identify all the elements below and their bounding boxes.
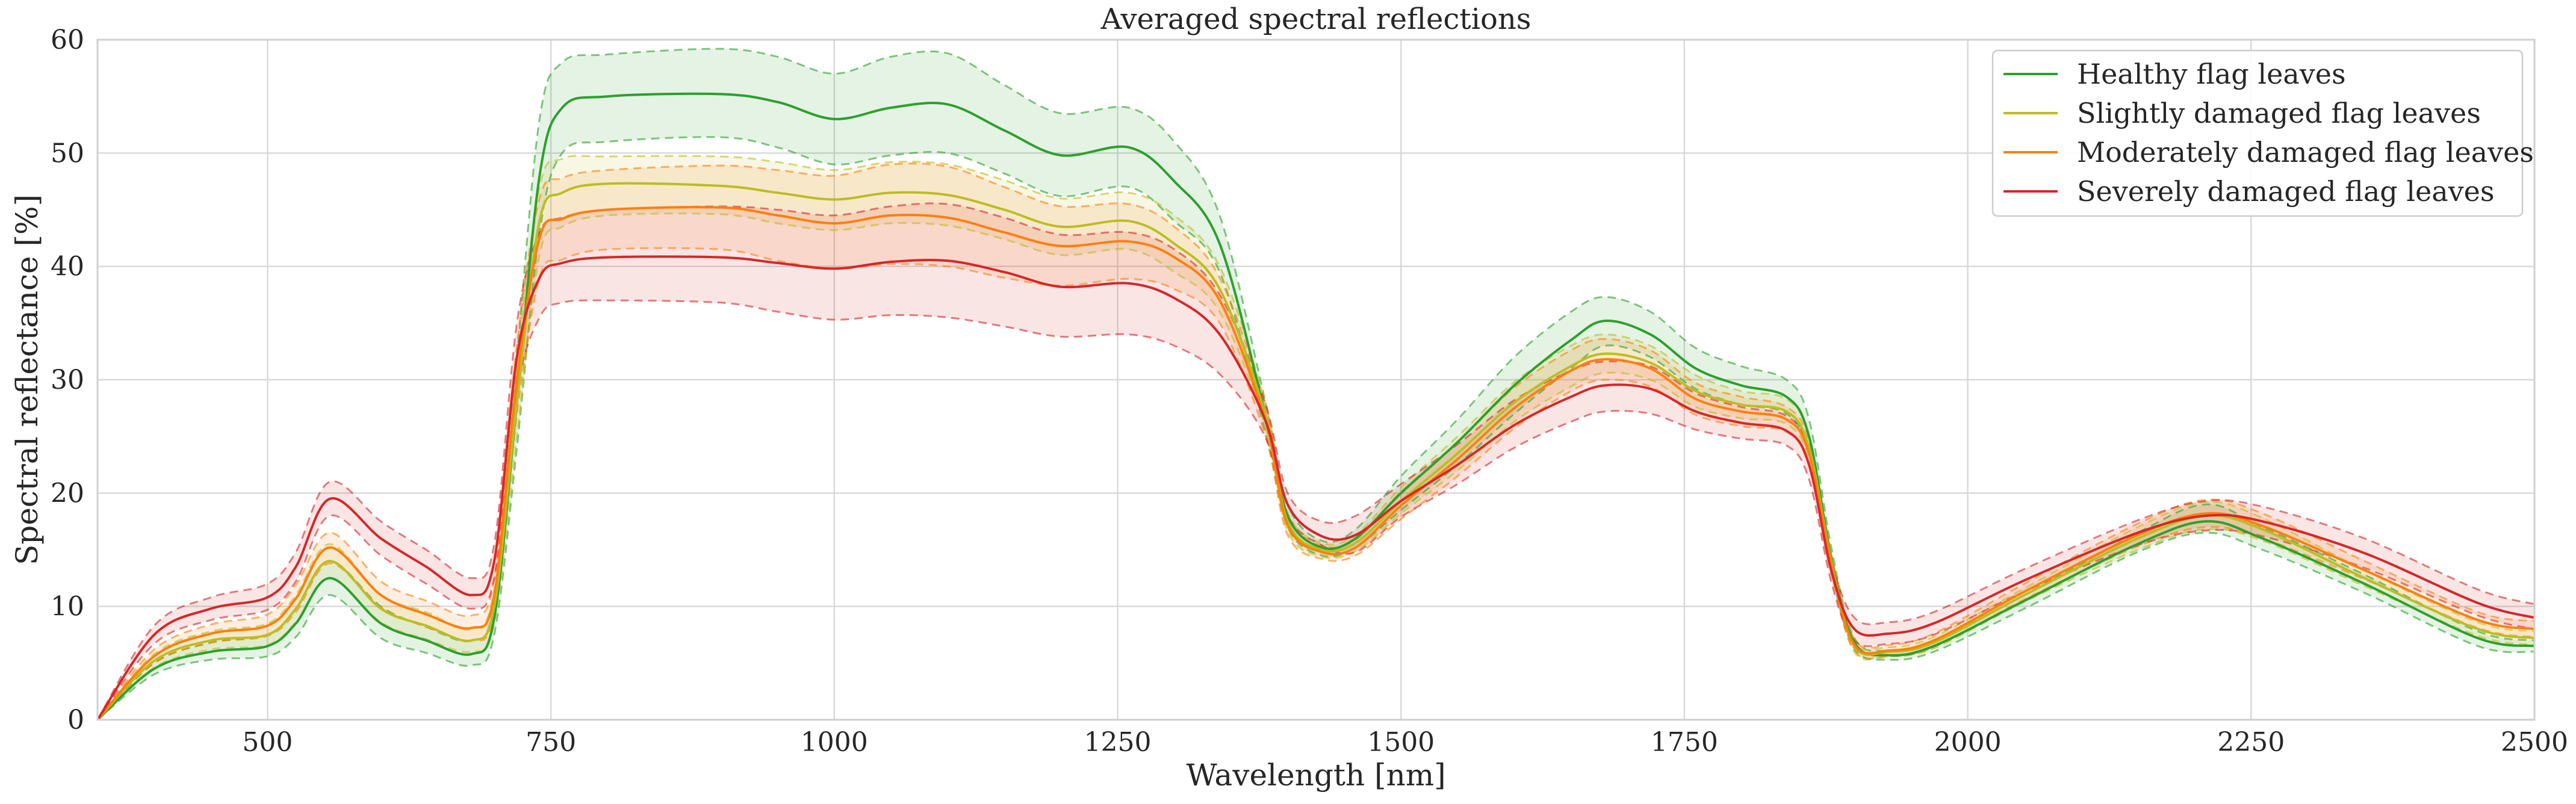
upper-bound-severely-damaged-flag-leaves: [96, 202, 2535, 720]
y-axis-label: Spectral reflectance [%]: [10, 194, 45, 565]
x-tick-labels: 500 750 1000 1250 1500 1750 2000 2250 2500: [242, 727, 2568, 758]
mean-line-moderately-damaged-flag-leaves: [96, 206, 2535, 721]
chart-title: Averaged spectral reflections: [1100, 2, 1532, 36]
y-tick-label: 0: [67, 705, 84, 735]
legend-label-moderately-damaged: Moderately damaged flag leaves: [2077, 136, 2534, 169]
y-tick-label: 20: [51, 478, 84, 509]
y-tick-label: 30: [51, 365, 84, 395]
lower-bound-moderately-damaged-flag-leaves: [96, 247, 2535, 721]
x-tick-label: 750: [526, 727, 576, 758]
legend: Healthy flag leaves Slightly damaged fla…: [1991, 49, 2534, 217]
mean-line-severely-damaged-flag-leaves: [96, 255, 2535, 721]
x-tick-label: 2250: [2217, 727, 2285, 758]
y-tick-label: 50: [51, 138, 84, 169]
x-tick-label: 1750: [1651, 727, 1718, 758]
legend-label-severely-damaged: Severely damaged flag leaves: [2077, 175, 2494, 208]
mean-line-healthy-flag-leaves: [96, 92, 2535, 721]
legend-box: [1991, 49, 2524, 217]
plot-frame: [96, 39, 2536, 721]
y-tick-label: 10: [51, 592, 84, 622]
x-tick-label: 1000: [801, 727, 868, 758]
x-tick-label: 500: [242, 727, 293, 758]
y-tick-label: 60: [51, 25, 84, 55]
x-tick-label: 2000: [1934, 727, 2002, 758]
lower-bound-severely-damaged-flag-leaves: [96, 299, 2535, 720]
y-tick-label: 40: [51, 252, 84, 282]
x-tick-label: 1500: [1367, 727, 1435, 758]
legend-label-healthy: Healthy flag leaves: [2077, 58, 2346, 90]
lower-bound-healthy-flag-leaves: [97, 136, 2535, 721]
mean-lines: [96, 92, 2535, 721]
mean-line-slightly-damaged-flag-leaves: [96, 182, 2535, 721]
y-tick-labels: 0 10 20 30 40 50 60: [51, 25, 84, 735]
x-axis-label: Wavelength [nm]: [1186, 758, 1445, 793]
x-tick-label: 2500: [2501, 727, 2568, 758]
x-tick-label: 1250: [1084, 727, 1152, 758]
legend-label-slightly-damaged: Slightly damaged flag leaves: [2077, 97, 2481, 129]
